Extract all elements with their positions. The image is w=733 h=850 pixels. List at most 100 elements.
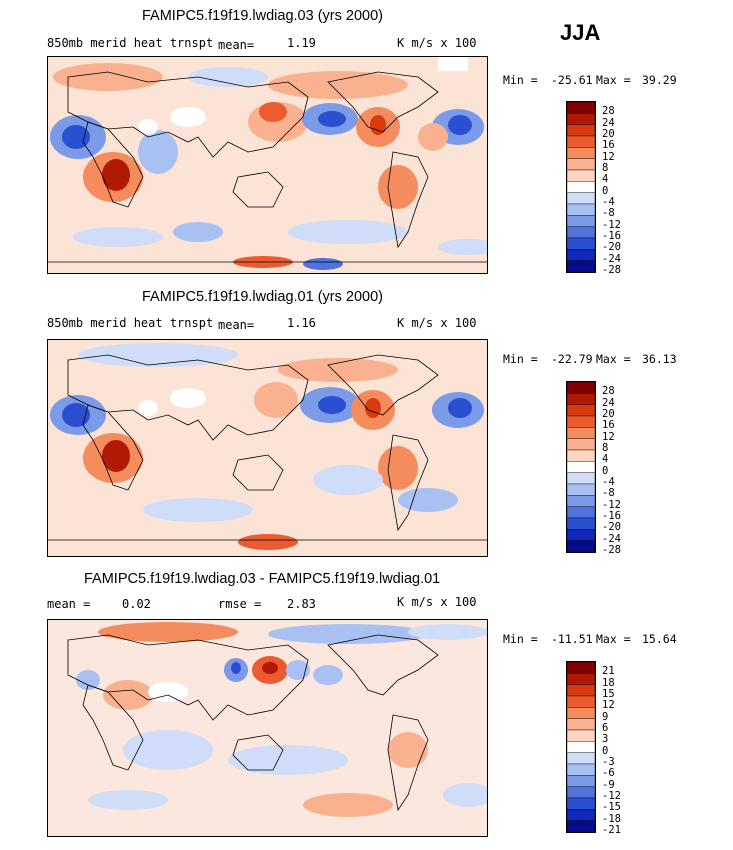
colorbar-tick-label: 0: [602, 744, 609, 757]
panel3-colorbar: [566, 661, 596, 833]
season-label: JJA: [560, 20, 601, 45]
colorbar-tick-label: -4: [602, 196, 615, 208]
colorbar-tick-label: 3: [602, 733, 609, 746]
colorbar-tick-label: -21: [602, 824, 621, 836]
panel1-mean-label: mean=: [218, 38, 255, 52]
colorbar-tick-label: 4: [602, 173, 609, 186]
colorbar-tick-label: 18: [602, 676, 615, 689]
colorbar-tick-label: 20: [602, 408, 615, 420]
colorbar-swatch: [567, 495, 595, 507]
colorbar-swatch: [567, 506, 595, 519]
colorbar-swatch: [567, 662, 595, 674]
colorbar-swatch: [567, 707, 595, 719]
colorbar-tick-label: 24: [602, 116, 615, 129]
colorbar-swatch: [567, 237, 595, 250]
colorbar-swatch: [567, 382, 595, 394]
panel2-max-label: Max =: [596, 352, 631, 366]
colorbar-swatch: [567, 158, 595, 171]
blob: [53, 63, 163, 91]
panel1-variable-label: 850mb merid heat trnspt: [47, 36, 214, 50]
panel1-max-value: 39.29: [642, 73, 677, 87]
colorbar-swatch: [567, 540, 595, 552]
colorbar-tick-label: -8: [602, 487, 615, 500]
panel3-min-value: -11.51: [551, 632, 593, 646]
panel1-mean-value: 1.19: [287, 36, 316, 50]
colorbar-tick-label: 20: [602, 128, 615, 140]
colorbar-tick-label: -28: [602, 544, 621, 556]
colorbar-swatch: [567, 181, 595, 193]
colorbar-tick-label: 15: [602, 688, 615, 700]
colorbar-tick-label: -6: [602, 767, 615, 780]
colorbar-swatch: [567, 438, 595, 451]
colorbar-tick-label: 28: [602, 385, 615, 398]
colorbar-swatch: [567, 393, 595, 405]
colorbar-swatch: [567, 809, 595, 821]
colorbar-swatch: [567, 797, 595, 810]
colorbar-swatch: [567, 517, 595, 530]
panel3-mean-label: mean =: [47, 597, 91, 611]
panel1-colorbar: [566, 101, 596, 273]
colorbar-tick-label: -24: [602, 252, 621, 265]
colorbar-swatch: [567, 449, 595, 462]
colorbar-swatch: [567, 673, 595, 685]
panel2-map: [47, 339, 488, 557]
panel1-map: [47, 56, 488, 274]
colorbar-tick-label: 12: [602, 430, 615, 443]
colorbar-tick-label: -20: [602, 241, 621, 254]
panel3-min-label: Min =: [503, 632, 538, 646]
colorbar-swatch: [567, 249, 595, 261]
colorbar-swatch: [567, 192, 595, 205]
colorbar-swatch: [567, 427, 595, 439]
panel3-rmse-value: 2.83: [287, 597, 316, 611]
colorbar-swatch: [567, 820, 595, 832]
panel3-map: [47, 619, 488, 837]
panel3-max-label: Max =: [596, 632, 631, 646]
colorbar-swatch: [567, 147, 595, 159]
colorbar-tick-label: -24: [602, 532, 621, 545]
colorbar-tick-label: 12: [602, 150, 615, 163]
colorbar-swatch: [567, 786, 595, 799]
panel2-units: K m/s x 100: [397, 316, 477, 330]
colorbar-swatch: [567, 135, 595, 148]
colorbar-swatch: [567, 763, 595, 776]
colorbar-swatch: [567, 461, 595, 473]
colorbar-swatch: [567, 483, 595, 496]
colorbar-tick-label: -28: [602, 264, 621, 276]
colorbar-tick-label: 16: [602, 419, 615, 432]
colorbar-tick-label: 12: [602, 699, 615, 712]
colorbar-tick-label: -12: [602, 218, 621, 231]
panel1-units: K m/s x 100: [397, 36, 477, 50]
colorbar-tick-label: -16: [602, 510, 621, 522]
colorbar-tick-label: 0: [602, 184, 609, 197]
colorbar-swatch: [567, 472, 595, 485]
panel1-min-value: -25.61: [551, 73, 593, 87]
panel2-mean-label: mean=: [218, 318, 255, 332]
colorbar-tick-label: 24: [602, 396, 615, 409]
panel2-title: FAMIPC5.f19f19.lwdiag.01 (yrs 2000): [142, 289, 383, 305]
panel3-units: K m/s x 100: [397, 595, 477, 609]
panel2-mean-value: 1.16: [287, 316, 316, 330]
panel1-title: FAMIPC5.f19f19.lwdiag.03 (yrs 2000): [142, 8, 383, 24]
colorbar-swatch: [567, 113, 595, 125]
colorbar-swatch: [567, 718, 595, 731]
colorbar-swatch: [567, 169, 595, 182]
colorbar-tick-label: -20: [602, 521, 621, 534]
panel3-mean-value: 0.02: [122, 597, 151, 611]
colorbar-swatch: [567, 124, 595, 137]
panel2-max-value: 36.13: [642, 352, 677, 366]
colorbar-swatch: [567, 404, 595, 417]
panel3-max-value: 15.64: [642, 632, 677, 646]
panel2-variable-label: 850mb merid heat trnspt: [47, 316, 214, 330]
colorbar-swatch: [567, 260, 595, 272]
panel3-rmse-label: rmse =: [218, 597, 262, 611]
colorbar-swatch: [567, 226, 595, 239]
colorbar-tick-label: -8: [602, 207, 615, 220]
colorbar-tick-label: 9: [602, 710, 609, 723]
colorbar-tick-label: 21: [602, 665, 615, 678]
colorbar-swatch: [567, 203, 595, 216]
colorbar-tick-label: -9: [602, 778, 615, 791]
panel2-colorbar: [566, 381, 596, 553]
colorbar-swatch: [567, 529, 595, 541]
colorbar-tick-label: -3: [602, 756, 615, 768]
colorbar-tick-label: 8: [602, 162, 609, 174]
